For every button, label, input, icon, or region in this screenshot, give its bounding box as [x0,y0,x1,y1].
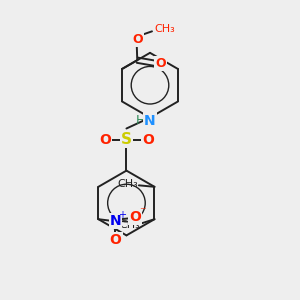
Text: CH₃: CH₃ [154,24,175,34]
Text: N: N [110,214,121,228]
Text: S: S [121,132,132,147]
Text: CH₃: CH₃ [119,220,140,230]
Text: H: H [136,114,145,127]
Text: O: O [132,33,142,46]
Text: O: O [110,233,122,247]
Text: +: + [118,210,126,220]
Text: O: O [129,210,141,224]
Text: O: O [155,57,166,70]
Text: O: O [99,133,111,147]
Text: N: N [144,114,156,128]
Text: O: O [142,133,154,147]
Text: ⁻: ⁻ [139,205,145,218]
Text: CH₃: CH₃ [118,179,138,189]
